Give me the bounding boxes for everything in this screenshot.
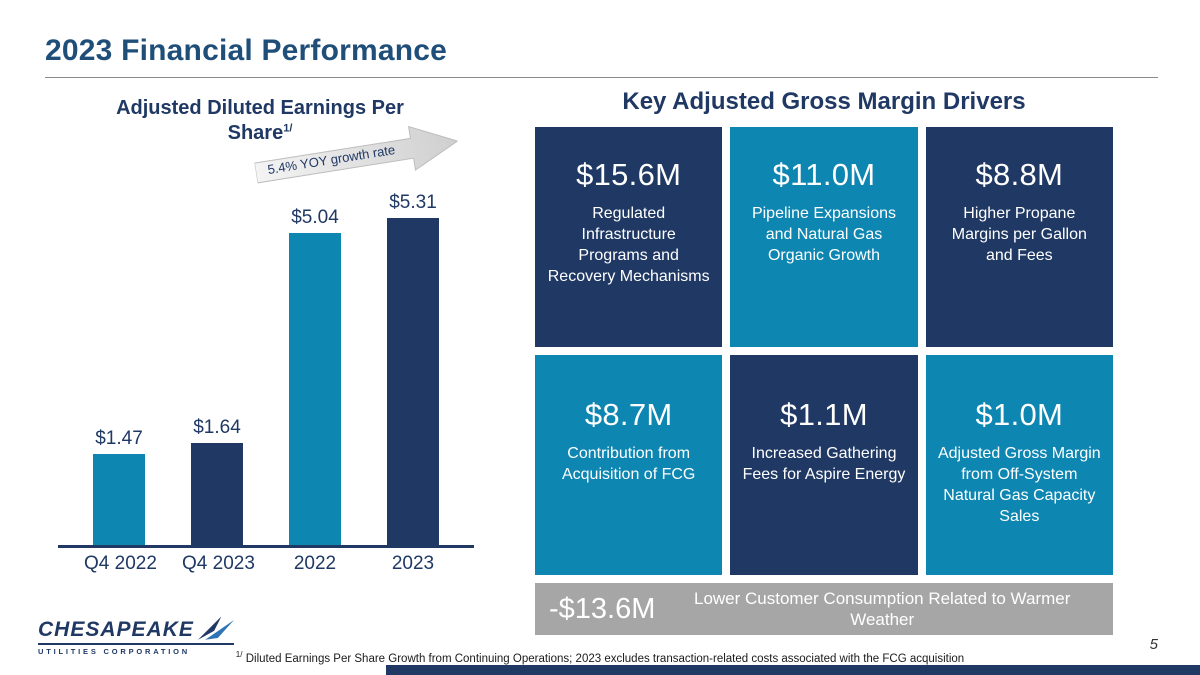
driver-box-regulated-infrastructure: $15.6M Regulated Infrastructure Programs…: [535, 127, 723, 347]
bar-2023: [387, 218, 439, 545]
bar-value-label: $1.64: [193, 417, 241, 438]
driver-label: Pipeline Expansions and Natural Gas Orga…: [751, 205, 897, 265]
driver-box-pipeline-expansions: $11.0M Pipeline Expansions and Natural G…: [730, 127, 918, 347]
arrow-icon: [253, 125, 459, 184]
footnote-superscript: 1/: [235, 650, 243, 659]
growth-arrow: 5.4% YOY growth rate: [252, 114, 462, 199]
eps-chart-title-line1: Adjusted Diluted Earnings Per: [116, 97, 404, 119]
bar-value-label: $5.31: [389, 192, 437, 213]
driver-amount: $1.0M: [975, 397, 1064, 432]
bar-2022: [289, 233, 341, 545]
bottom-accent-bar: [386, 665, 1200, 675]
company-logo: CHESAPEAKE UTILITIES CORPORATION: [38, 616, 234, 656]
footnote-text: Diluted Earnings Per Share Growth from C…: [245, 652, 965, 665]
driver-amount: $8.8M: [975, 157, 1064, 192]
negative-driver-amount: -$13.6M: [549, 592, 656, 625]
eps-chart-title: Adjusted Diluted Earnings Per Share1/: [80, 96, 440, 146]
eps-chart-title-line2: Share: [227, 122, 284, 144]
x-axis-line: [58, 545, 474, 548]
category-label: Q4 2022: [84, 553, 157, 574]
bar-q4-2022: [93, 454, 145, 545]
driver-box-aspire-energy: $1.1M Increased Gathering Fees for Aspir…: [730, 355, 918, 575]
drivers-grid: $15.6M Regulated Infrastructure Programs…: [535, 127, 1113, 635]
bar-group-q4-2023: $1.64: [182, 192, 252, 545]
bar-group-q4-2022: $1.47: [84, 192, 154, 545]
category-label: Q4 2023: [182, 553, 255, 574]
driver-amount: $1.1M: [780, 397, 868, 432]
driver-box-propane-margins: $8.8M Higher Propane Margins per Gallon …: [925, 127, 1113, 347]
driver-label: Adjusted Gross Margin from Off-System Na…: [937, 445, 1101, 526]
logo-wordmark: CHESAPEAKE: [38, 616, 234, 645]
bar-group-2023: $5.31: [378, 192, 448, 545]
driver-amount: $8.7M: [584, 397, 673, 432]
driver-amount: $15.6M: [576, 157, 682, 192]
eps-bar-chart: $1.47 $1.64 $5.04 $5.31: [60, 192, 472, 545]
negative-driver-bar: -$13.6M Lower Customer Consumption Relat…: [535, 583, 1113, 635]
bar-value-label: $1.47: [95, 428, 143, 449]
page-number: 5: [1149, 636, 1158, 653]
driver-label: Regulated Infrastructure Programs and Re…: [547, 205, 710, 286]
bar-value-label: $5.04: [291, 207, 339, 228]
bar-q4-2023: [191, 443, 243, 545]
logo-name-text: CHESAPEAKE: [38, 618, 194, 641]
driver-amount: $11.0M: [772, 157, 876, 192]
driver-label: Higher Propane Margins per Gallon and Fe…: [951, 205, 1087, 265]
category-label: 2022: [293, 553, 337, 574]
logo-subtitle-text: UTILITIES CORPORATION: [38, 647, 190, 656]
negative-driver-label: Lower Customer Consumption Related to Wa…: [694, 588, 1071, 629]
drivers-section-title: Key Adjusted Gross Margin Drivers: [622, 88, 1026, 115]
page-title: 2023 Financial Performance: [45, 34, 448, 67]
title-divider: [45, 77, 1158, 78]
category-label: 2023: [391, 553, 435, 574]
driver-label: Contribution from Acquisition of FCG: [561, 445, 696, 484]
driver-box-off-system-sales: $1.0M Adjusted Gross Margin from Off-Sys…: [925, 355, 1113, 575]
footnote: 1/ Diluted Earnings Per Share Growth fro…: [0, 650, 1200, 665]
footnote-marker: 1/: [283, 122, 293, 135]
x-axis-labels: Q4 2022 Q4 2023 2022 2023: [60, 553, 472, 575]
bar-group-2022: $5.04: [280, 192, 350, 545]
driver-box-fcg-acquisition: $8.7M Contribution from Acquisition of F…: [535, 355, 723, 575]
bird-swoosh-icon: [197, 616, 234, 640]
driver-label: Increased Gathering Fees for Aspire Ener…: [742, 445, 906, 484]
